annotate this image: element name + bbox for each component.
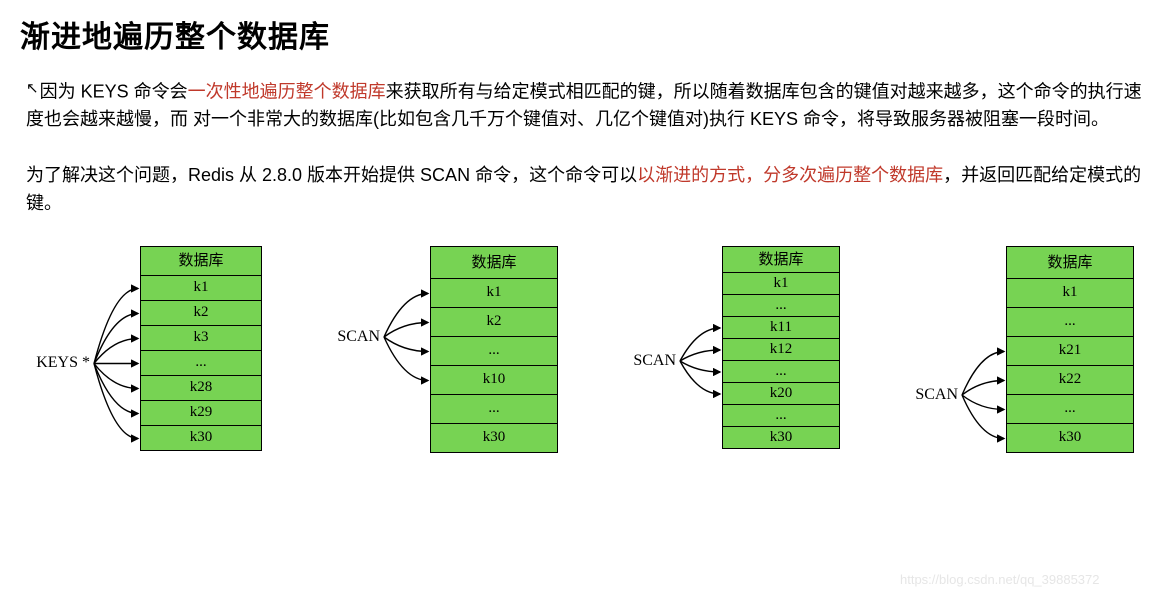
database-box: 数据库k1...k11k12...k20...k30: [722, 246, 840, 449]
diagram-row: KEYS *数据库k1k2k3...k28k29k30SCAN数据库k1k2..…: [20, 246, 1144, 453]
arrow-group: [678, 246, 722, 449]
db-row: k22: [1006, 366, 1134, 395]
diagram: KEYS * 数据库k1k2k3...k28k29k30: [30, 246, 262, 451]
db-row: k30: [430, 424, 558, 453]
diagram: SCAN数据库k1...k21k22...k30: [912, 246, 1134, 453]
db-row: ...: [722, 295, 840, 317]
arrow-group: [382, 246, 430, 453]
db-header: 数据库: [1006, 246, 1134, 279]
arrow-group: [92, 246, 140, 451]
db-header: 数据库: [722, 246, 840, 273]
db-row: ...: [722, 405, 840, 427]
db-row: ...: [1006, 308, 1134, 337]
db-row: k21: [1006, 337, 1134, 366]
db-row: k11: [722, 317, 840, 339]
db-row: k2: [140, 301, 262, 326]
diagram-label: SCAN: [337, 328, 380, 346]
database-box: 数据库k1k2k3...k28k29k30: [140, 246, 262, 451]
db-row: k12: [722, 339, 840, 361]
p1-hl1: 一次性地遍历整个数据库: [188, 81, 386, 101]
db-row: k29: [140, 401, 262, 426]
db-row: k30: [140, 426, 262, 451]
paragraph-2: 为了解决这个问题，Redis 从 2.8.0 版本开始提供 SCAN 命令，这个…: [20, 162, 1144, 218]
db-row: ...: [140, 351, 262, 376]
paragraph-1: ↖因为 KEYS 命令会一次性地遍历整个数据库来获取所有与给定模式相匹配的键，所…: [20, 78, 1144, 134]
db-row: k20: [722, 383, 840, 405]
diagram-label: KEYS *: [36, 354, 90, 372]
db-row: ...: [1006, 395, 1134, 424]
p2-hl1: 以渐进的方式，分多次遍历整个数据库: [637, 165, 943, 185]
diagram: SCAN数据库k1k2...k10...k30: [334, 246, 558, 453]
watermark: https://blog.csdn.net/qq_39885372: [900, 572, 1100, 587]
db-row: k30: [722, 427, 840, 449]
p1-t1: 因为 KEYS 命令会: [40, 81, 188, 101]
db-row: ...: [722, 361, 840, 383]
diagram-label: SCAN: [633, 352, 676, 370]
db-row: k28: [140, 376, 262, 401]
db-row: k3: [140, 326, 262, 351]
db-row: k30: [1006, 424, 1134, 453]
database-box: 数据库k1...k21k22...k30: [1006, 246, 1134, 453]
database-box: 数据库k1k2...k10...k30: [430, 246, 558, 453]
arrow-group: [960, 246, 1006, 453]
db-row: k1: [722, 273, 840, 295]
db-row: k1: [430, 279, 558, 308]
page-title: 渐进地遍历整个数据库: [20, 12, 1144, 56]
diagram-label: SCAN: [915, 386, 958, 404]
db-row: k1: [140, 276, 262, 301]
cursor-icon: ↖: [26, 77, 39, 100]
diagram: SCAN数据库k1...k11k12...k20...k30: [630, 246, 840, 449]
db-row: k2: [430, 308, 558, 337]
db-row: ...: [430, 395, 558, 424]
db-row: k10: [430, 366, 558, 395]
db-header: 数据库: [430, 246, 558, 279]
db-header: 数据库: [140, 246, 262, 276]
db-row: k1: [1006, 279, 1134, 308]
db-row: ...: [430, 337, 558, 366]
p2-t1: 为了解决这个问题，Redis 从 2.8.0 版本开始提供 SCAN 命令，这个…: [26, 165, 637, 185]
